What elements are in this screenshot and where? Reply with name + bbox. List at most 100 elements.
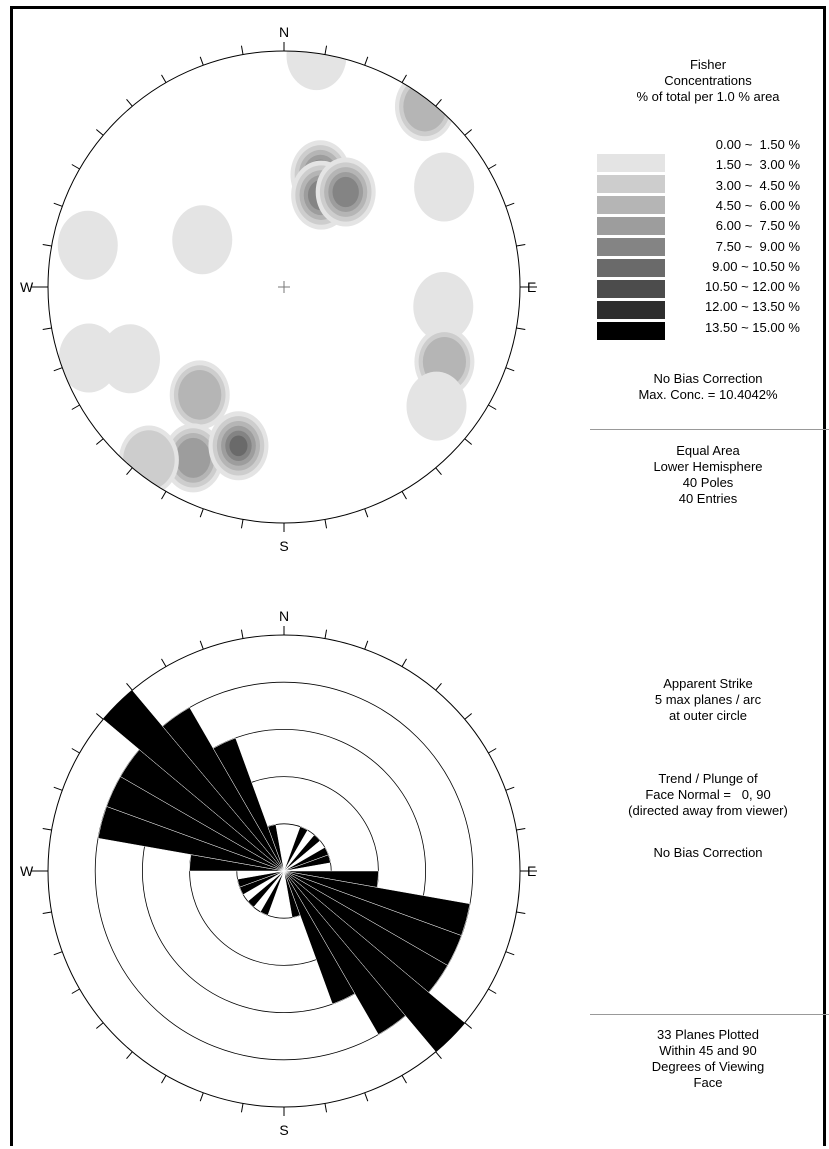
south-label: S (279, 538, 288, 554)
azimuth-tick (364, 1092, 369, 1102)
azimuth-tick (95, 129, 104, 136)
azimuth-tick (95, 1022, 104, 1029)
rose-petal (237, 870, 285, 888)
rose-petal (247, 870, 285, 908)
rose-info-1: Apparent Strike 5 max planes / arc at ou… (590, 676, 826, 724)
contour-level (332, 176, 359, 208)
azimuth-tick (126, 1051, 133, 1060)
legend-swatch (597, 196, 665, 214)
info-line: Apparent Strike (663, 676, 753, 691)
azimuth-tick (42, 327, 52, 331)
info-line: (directed away from viewer) (628, 803, 788, 818)
legend-label: 9.00 ~ 10.50 % (712, 258, 800, 274)
contour-level (57, 210, 118, 280)
azimuth-tick (71, 748, 80, 754)
legend-swatch (597, 154, 665, 172)
azimuth-tick (95, 438, 104, 445)
rose-petal (283, 870, 301, 918)
info-line: 33 Planes Plotted (657, 1027, 759, 1042)
rose-diagram: N S E W (20, 608, 537, 1138)
legend-label: 3.00 ~ 4.50 % (715, 177, 800, 193)
info-line: No Bias Correction (653, 845, 763, 860)
rose-info-3: No Bias Correction (590, 845, 826, 861)
azimuth-tick (401, 1075, 407, 1084)
title-line: Fisher (689, 57, 727, 72)
azimuth-tick (505, 786, 515, 791)
rose-info-4: 33 Planes Plotted Within 45 and 90 Degre… (590, 1027, 826, 1091)
rose-petal (283, 870, 356, 1005)
rose-petal (162, 707, 285, 872)
azimuth-tick (324, 519, 328, 529)
legend-label: 1.50 ~ 3.00 % (715, 157, 800, 173)
azimuth-tick (126, 467, 133, 476)
concentration-contours (57, 51, 475, 495)
azimuth-tick (364, 508, 369, 518)
west-label: W (20, 279, 34, 295)
azimuth-tick (240, 45, 244, 55)
azimuth-tick (435, 467, 442, 476)
contour-level (100, 324, 161, 394)
azimuth-tick (53, 367, 63, 372)
azimuth-tick (199, 640, 204, 650)
legend-label: 12.00 ~ 13.50 % (704, 299, 800, 315)
rose-petal (283, 826, 308, 872)
legend-swatch (597, 217, 665, 235)
contour-level (413, 272, 474, 342)
rose-petal (260, 870, 285, 916)
azimuth-tick (488, 164, 497, 170)
projection-info: Equal Area Lower Hemisphere 40 Poles 40 … (590, 443, 826, 507)
azimuth-tick (199, 508, 204, 518)
rose-petals (97, 689, 471, 1053)
info-line: at outer circle (668, 708, 748, 723)
info-line: Within 45 and 90 (659, 1043, 757, 1058)
info-line: 5 max planes / arc (654, 692, 762, 707)
info-line: Face (693, 1075, 723, 1090)
azimuth-tick (516, 827, 526, 831)
rose-north-label: N (279, 608, 289, 624)
rose-azimuth-ticks (42, 626, 526, 1116)
azimuth-tick (364, 640, 369, 650)
azimuth-tick (364, 56, 369, 66)
contour-level (406, 371, 467, 441)
azimuth-tick (505, 367, 515, 372)
contour-level (175, 437, 211, 478)
legend-swatch (597, 301, 665, 319)
azimuth-tick (324, 1103, 328, 1113)
rose-petal (283, 870, 406, 1035)
azimuth-tick (401, 491, 407, 500)
azimuth-tick (199, 1092, 204, 1102)
figure-frame (10, 6, 826, 1146)
azimuth-tick (53, 951, 63, 956)
legend-label: 10.50 ~ 12.00 % (704, 279, 800, 295)
legend-swatch (597, 175, 665, 193)
legend-swatch (597, 280, 665, 298)
azimuth-tick (161, 74, 167, 83)
rose-petal (212, 737, 285, 872)
azimuth-tick (53, 202, 63, 207)
azimuth-tick (161, 1075, 167, 1084)
north-label: N (279, 24, 289, 40)
bias-line: No Bias Correction (653, 371, 763, 386)
legend-label: 13.50 ~ 15.00 % (704, 319, 800, 335)
rose-petal (283, 834, 321, 872)
contour-level (178, 370, 222, 420)
azimuth-tick (464, 1022, 473, 1029)
azimuth-tick (401, 658, 407, 667)
azimuth-tick (240, 629, 244, 639)
azimuth-tick (488, 748, 497, 754)
azimuth-tick (199, 56, 204, 66)
azimuth-tick (324, 45, 328, 55)
divider (590, 429, 829, 430)
info-line: Lower Hemisphere (653, 459, 763, 474)
azimuth-tick (516, 327, 526, 331)
azimuth-tick (126, 682, 133, 691)
azimuth-tick (42, 911, 52, 915)
contour-level (229, 435, 248, 457)
azimuth-tick (516, 911, 526, 915)
rose-ring (141, 729, 427, 1014)
bias-note: No Bias Correction Max. Conc. = 10.4042% (590, 371, 826, 403)
azimuth-tick (435, 98, 442, 107)
azimuth-tick (435, 1051, 442, 1060)
info-line: Degrees of Viewing (651, 1059, 765, 1074)
